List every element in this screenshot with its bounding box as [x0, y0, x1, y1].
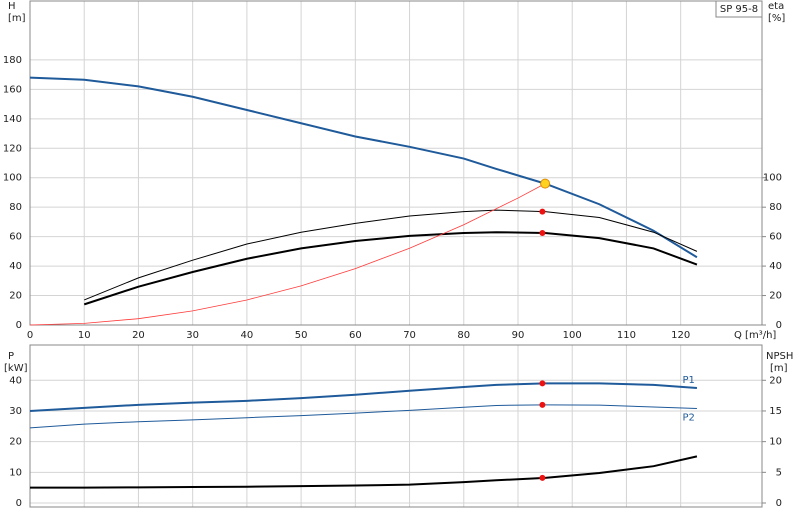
y-tick-label: 180	[3, 55, 22, 66]
y2-tick-label: 80	[769, 202, 782, 213]
y2-tick-label: 20	[769, 375, 782, 386]
y2-unit: [%]	[768, 13, 785, 24]
operating-point	[539, 229, 546, 236]
operating-point	[539, 380, 546, 387]
y2-tick-label: 100	[763, 173, 782, 184]
x-tick-label: 40	[241, 330, 254, 341]
y-tick-label: 0	[16, 320, 22, 331]
y2-tick-label: 15	[769, 406, 782, 417]
x-tick-label: 0	[27, 330, 33, 341]
y-tick-label: 20	[9, 291, 22, 302]
x-tick-label: 120	[671, 330, 690, 341]
y-tick-label: 0	[16, 498, 22, 509]
y-tick-label: 100	[3, 173, 22, 184]
x-tick-label: 10	[78, 330, 91, 341]
operating-point	[539, 208, 546, 215]
y-unit: [m]	[8, 13, 26, 24]
y2-tick-label: 20	[769, 291, 782, 302]
operating-point	[540, 178, 551, 189]
x-tick-label: 50	[295, 330, 308, 341]
plot-frame	[29, 0, 763, 326]
x-tick-label: 80	[457, 330, 470, 341]
y-tick-label: 10	[9, 467, 22, 478]
plot-frame	[29, 344, 763, 508]
y-tick-label: 40	[9, 261, 22, 272]
y-tick-label: 140	[3, 114, 22, 125]
y2-tick-label: 0	[776, 498, 782, 509]
y2-tick-label: 10	[769, 437, 782, 448]
y-tick-label: 30	[9, 406, 22, 417]
curve	[84, 209, 698, 301]
y-tick-label: 40	[9, 375, 22, 386]
y-tick-label: 20	[9, 437, 22, 448]
y2-tick-label: 60	[769, 232, 782, 243]
x-label: Q [m³/h]	[734, 330, 776, 341]
x-tick-label: 30	[186, 330, 199, 341]
x-tick-label: 110	[617, 330, 636, 341]
y-tick-label: 80	[9, 202, 22, 213]
curve	[29, 183, 546, 326]
x-tick-label: 20	[132, 330, 145, 341]
series-label: P1	[683, 375, 695, 386]
x-tick-label: 90	[512, 330, 525, 341]
operating-point	[539, 401, 546, 408]
curve	[29, 76, 698, 259]
x-tick-label: 100	[563, 330, 582, 341]
y2-label: NPSH	[766, 351, 793, 362]
curve	[29, 382, 698, 412]
y2-unit: [m]	[770, 363, 788, 374]
curve	[30, 455, 698, 489]
x-tick-label: 70	[403, 330, 416, 341]
y2-tick-label: 5	[776, 467, 782, 478]
operating-point	[539, 474, 546, 481]
y2-tick-label: 40	[769, 261, 782, 272]
x-tick-label: 60	[349, 330, 362, 341]
curve	[83, 231, 698, 306]
y-label: H	[8, 1, 16, 12]
y-tick-label: 160	[3, 84, 22, 95]
curve	[29, 404, 697, 429]
y-tick-label: 60	[9, 232, 22, 243]
y2-tick-label: 0	[776, 320, 782, 331]
y-label: P	[8, 351, 14, 362]
y-unit: [kW]	[4, 363, 28, 374]
annotation: SP 95-8	[720, 4, 758, 15]
y2-label: eta	[768, 1, 784, 12]
series-label: P2	[683, 413, 695, 424]
y-tick-label: 120	[3, 143, 22, 154]
